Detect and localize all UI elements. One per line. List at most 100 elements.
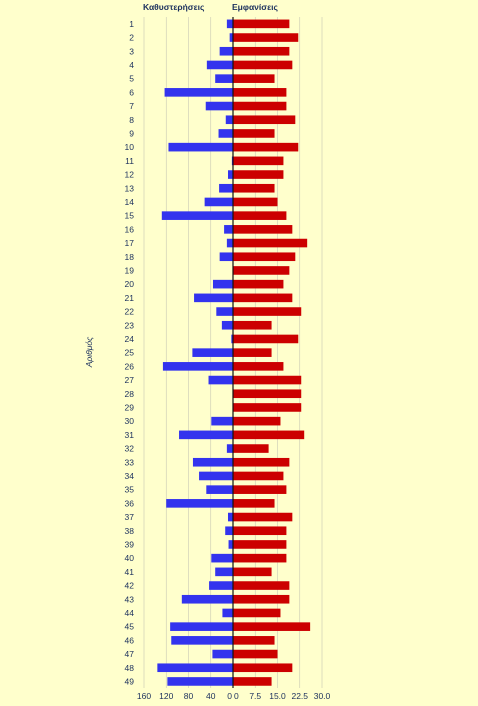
category-label: 14 xyxy=(125,197,135,207)
right-x-tick-label: 30.0 xyxy=(314,691,331,701)
appearance-bar xyxy=(233,266,290,275)
category-label: 4 xyxy=(129,60,134,70)
appearance-bar xyxy=(233,211,287,220)
appearance-bar xyxy=(233,663,293,673)
delay-bar xyxy=(224,225,233,234)
appearance-bar xyxy=(233,101,287,111)
category-label: 26 xyxy=(125,361,135,371)
appearance-bar xyxy=(233,115,296,125)
delay-bar xyxy=(226,19,233,29)
category-label: 3 xyxy=(129,46,134,56)
delay-bar xyxy=(231,334,233,344)
delay-bar xyxy=(226,238,233,248)
category-label: 32 xyxy=(125,444,135,454)
left-x-tick-label: 40 xyxy=(206,691,216,701)
delay-bar xyxy=(181,594,233,604)
delay-bar xyxy=(206,485,233,494)
appearance-bar xyxy=(233,238,308,248)
category-label: 42 xyxy=(125,581,135,591)
category-label: 18 xyxy=(125,252,135,262)
delay-bar xyxy=(215,74,233,83)
appearance-bar xyxy=(233,307,302,316)
category-label: 15 xyxy=(125,211,135,221)
category-label: 2 xyxy=(129,33,134,43)
appearance-bar xyxy=(233,19,290,29)
category-label: 37 xyxy=(125,512,135,522)
appearance-bar xyxy=(233,403,302,412)
delay-bar xyxy=(157,663,233,673)
appearance-bar xyxy=(233,553,287,563)
category-label: 27 xyxy=(125,375,135,385)
delay-bar xyxy=(208,375,233,385)
category-label: 40 xyxy=(125,553,135,563)
category-label: 24 xyxy=(125,334,135,344)
category-label: 11 xyxy=(125,156,134,166)
appearance-bar xyxy=(233,225,293,234)
delay-bar xyxy=(227,512,233,522)
right-x-tick-label: 15.0 xyxy=(269,691,286,701)
delay-bar xyxy=(170,622,233,631)
category-label: 38 xyxy=(125,526,135,536)
category-label: 8 xyxy=(129,115,134,125)
category-label: 12 xyxy=(125,170,135,180)
category-label: 34 xyxy=(125,471,135,481)
category-labels: 1234567891011121314151617181920212223242… xyxy=(125,19,135,687)
category-label: 36 xyxy=(125,498,135,508)
appearance-bar xyxy=(233,88,287,97)
delay-bar xyxy=(168,142,233,152)
category-label: 29 xyxy=(125,402,135,412)
delay-bar xyxy=(227,170,233,179)
appearance-bar xyxy=(233,279,284,289)
category-label: 25 xyxy=(125,348,135,358)
delay-bar xyxy=(212,279,233,289)
appearance-bar xyxy=(233,594,290,604)
category-label: 7 xyxy=(129,101,134,111)
category-label: 21 xyxy=(125,293,135,303)
delay-bar xyxy=(161,211,233,220)
category-label: 28 xyxy=(125,389,135,399)
category-label: 9 xyxy=(129,128,134,138)
delay-bar xyxy=(218,129,233,138)
category-label: 33 xyxy=(125,457,135,467)
appearance-bar xyxy=(233,129,275,138)
appearance-bar xyxy=(233,142,299,152)
delay-bar xyxy=(204,197,233,207)
left-x-tick-label: 120 xyxy=(159,691,173,701)
delay-bar xyxy=(212,649,233,659)
delay-bar xyxy=(162,362,233,371)
appearance-bar xyxy=(233,540,287,549)
right-panel-title: Εμφανίσεις xyxy=(232,2,278,12)
delay-bar xyxy=(228,540,233,549)
appearance-bar xyxy=(233,375,302,385)
appearance-bar xyxy=(233,334,299,344)
delay-bar xyxy=(211,416,233,426)
delay-bar xyxy=(209,581,233,590)
appearance-bar xyxy=(233,512,293,522)
category-label: 46 xyxy=(125,635,135,645)
appearance-bar xyxy=(233,416,281,426)
left-x-tick-label: 160 xyxy=(137,691,151,701)
appearance-bar xyxy=(233,60,293,70)
category-label: 1 xyxy=(129,19,134,29)
appearance-bar xyxy=(233,46,290,56)
delay-bar xyxy=(211,553,233,563)
appearance-bar xyxy=(233,649,278,659)
appearance-bar xyxy=(233,362,284,371)
appearance-bar xyxy=(233,183,275,193)
appearance-bar xyxy=(233,197,278,207)
y-axis-label: Αριθμός xyxy=(84,336,94,368)
category-label: 44 xyxy=(125,608,135,618)
delay-bar xyxy=(225,115,233,125)
category-label: 6 xyxy=(129,87,134,97)
appearance-bar xyxy=(233,170,284,179)
category-label: 19 xyxy=(125,265,135,275)
category-label: 23 xyxy=(125,320,135,330)
category-label: 30 xyxy=(125,416,135,426)
right-x-tick-label: 22.5 xyxy=(291,691,308,701)
delay-bar xyxy=(226,444,233,453)
category-label: 45 xyxy=(125,622,135,632)
appearance-bar xyxy=(233,457,290,467)
left-panel-title: Καθυστερήσεις xyxy=(143,2,205,12)
delay-bar xyxy=(167,677,233,686)
